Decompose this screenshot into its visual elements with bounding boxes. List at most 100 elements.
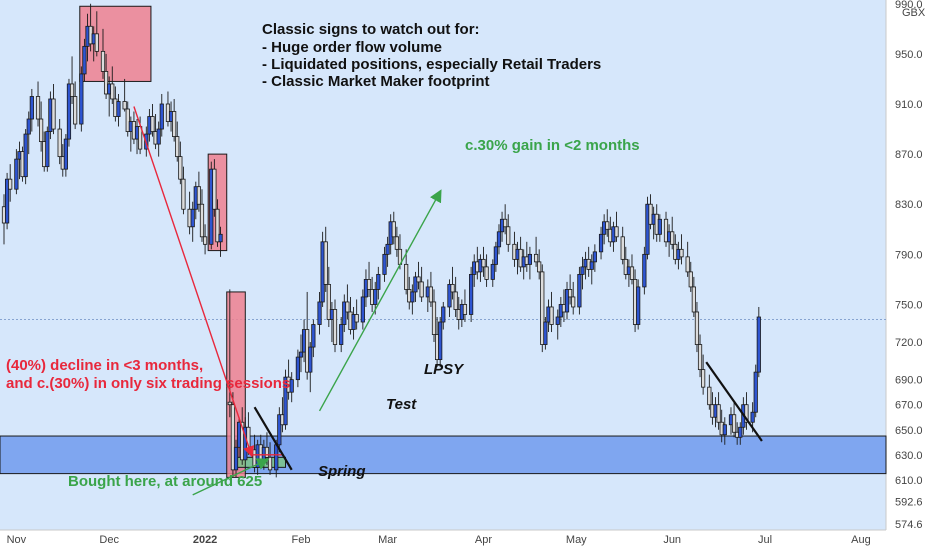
candle-body	[215, 208, 220, 243]
candle-body	[453, 291, 458, 310]
candle-body	[339, 324, 344, 345]
candle-body	[298, 351, 304, 358]
candle-body	[533, 253, 539, 263]
price-axis-unit: GBX	[902, 7, 926, 19]
candle-body	[69, 83, 75, 97]
candle-body	[227, 401, 232, 406]
decline-arrow	[133, 106, 255, 458]
candle-body	[376, 273, 381, 290]
annotation-lines-group	[133, 106, 763, 496]
price-tick-label: 670.0	[895, 400, 923, 412]
candle-body	[629, 266, 635, 280]
notes-line-1: - Huge order flow volume	[262, 39, 442, 56]
candle-body	[657, 218, 662, 235]
recent-trendline	[705, 361, 763, 442]
price-tick-label: 630.0	[895, 450, 923, 462]
candle-body	[156, 128, 161, 145]
candle-body	[289, 379, 294, 393]
candle-body	[431, 301, 437, 335]
candle-body	[555, 316, 560, 325]
time-axis-ticks: Nov Dec 2022 Feb Mar Apr May Jun Jul Aug	[7, 534, 871, 546]
candle-body	[82, 45, 87, 75]
time-tick-label: Mar	[378, 534, 397, 546]
price-tick-label: 720.0	[895, 337, 923, 349]
candle-body	[233, 446, 239, 471]
candle-body	[753, 371, 758, 413]
notes-line-2: - Liquidated positions, especially Retai…	[262, 56, 601, 73]
price-tick-label: 830.0	[895, 199, 923, 211]
notes-line-3: - Classic Market Maker footprint	[262, 73, 490, 90]
candle-body	[731, 414, 737, 433]
price-tick-label: 950.0	[895, 49, 923, 61]
candle-body	[589, 261, 594, 270]
candle-body	[345, 301, 350, 313]
candle-body	[568, 289, 573, 298]
candle-body	[707, 386, 712, 406]
candle-body	[100, 50, 106, 72]
candle-body	[394, 236, 399, 250]
price-tick-label: 870.0	[895, 149, 923, 161]
candle-body	[199, 203, 205, 238]
price-tick-label: 750.0	[895, 299, 923, 311]
candle-body	[202, 236, 208, 245]
candle-body	[39, 118, 44, 142]
candle-body	[419, 281, 424, 298]
candle-body	[150, 116, 155, 132]
candle-body	[29, 96, 34, 120]
candle-body	[308, 346, 313, 373]
candle-body	[691, 286, 696, 313]
price-tick-label: 574.6	[895, 519, 923, 531]
bought-text: Bought here, at around 625	[68, 473, 262, 490]
candle-body	[697, 344, 703, 371]
candles-group	[1, 3, 761, 478]
candle-body	[125, 108, 130, 132]
candle-body	[592, 251, 597, 263]
spring-trendline	[253, 406, 293, 471]
price-tick-label: 650.0	[895, 425, 923, 437]
candle-body	[103, 71, 109, 95]
candle-body	[159, 103, 164, 130]
candle-body	[447, 284, 452, 308]
price-tick-label: 690.0	[895, 375, 923, 387]
candle-body	[385, 243, 390, 255]
time-tick-label: Jul	[758, 534, 772, 546]
candle-body	[181, 178, 186, 210]
candle-body	[51, 98, 56, 130]
candle-body	[373, 289, 378, 305]
candle-body	[722, 424, 727, 436]
candle-body	[323, 241, 328, 285]
candle-body	[73, 96, 78, 125]
decline-text-line-2: and c.(30%) in only six trading sessions	[6, 375, 290, 392]
candle-body	[190, 208, 195, 228]
candle-body	[212, 168, 217, 210]
candle-body	[642, 253, 647, 288]
spring-label: Spring	[318, 463, 366, 480]
candle-body	[264, 446, 270, 458]
candle-body	[620, 236, 625, 260]
candle-body	[750, 411, 755, 423]
candle-body	[694, 311, 700, 345]
candle-body	[614, 226, 619, 238]
candle-body	[354, 314, 359, 323]
candle-body	[428, 286, 434, 303]
candle-body	[663, 218, 669, 243]
candle-body	[670, 231, 675, 245]
lpsy-label: LPSY	[424, 361, 465, 378]
bought-arrow	[192, 458, 270, 496]
price-axis-ticks: 990.0 950.0 910.0 870.0 830.0 790.0 750.0 720.0…	[895, 0, 923, 531]
candle-body	[738, 426, 743, 438]
candle-body	[484, 266, 489, 280]
candle-body	[94, 33, 99, 52]
price-tick-label: 910.0	[895, 99, 923, 111]
gain-text: c.30% gain in <2 months	[465, 137, 640, 154]
candle-body	[506, 226, 511, 245]
candle-body	[332, 309, 338, 345]
time-tick-label: Feb	[291, 534, 310, 546]
candle-body	[645, 203, 650, 255]
candle-body	[218, 233, 223, 243]
candle-body	[116, 101, 121, 117]
time-tick-label: Aug	[851, 534, 871, 546]
candle-body	[564, 289, 570, 313]
candle-body	[317, 301, 322, 325]
